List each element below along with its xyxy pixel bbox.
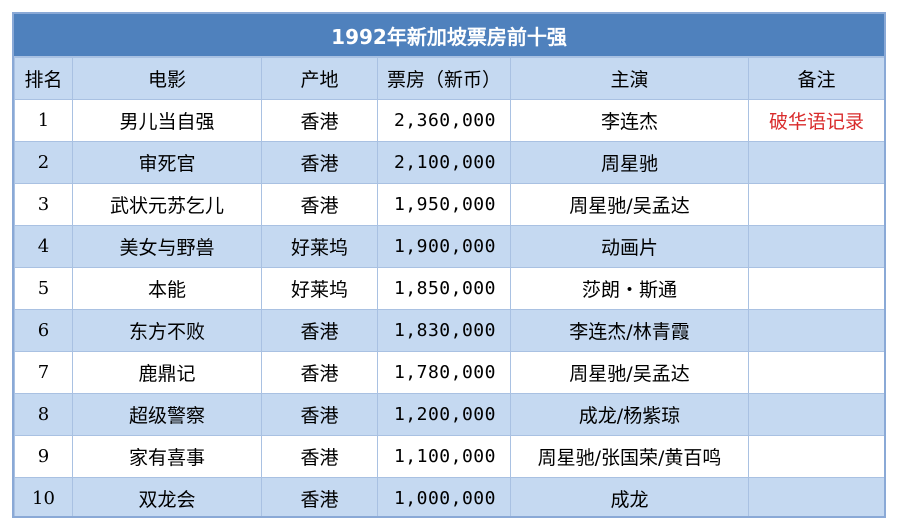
table-row: 6 东方不败 香港 1,830,000 李连杰/林青霞 <box>14 309 884 352</box>
cell-remark <box>748 477 884 516</box>
cell-rank: 8 <box>14 393 73 436</box>
cell-rank: 2 <box>14 141 73 184</box>
cell-rank: 3 <box>14 183 73 226</box>
cell-remark <box>748 183 884 226</box>
cell-origin: 香港 <box>261 141 378 184</box>
cell-remark <box>748 141 884 184</box>
cell-film: 超级警察 <box>72 393 262 436</box>
cell-film: 美女与野兽 <box>72 225 262 268</box>
header-box-office: 票房（新币） <box>377 57 511 100</box>
cell-rank: 1 <box>14 99 73 142</box>
table-row: 3 武状元苏乞儿 香港 1,950,000 周星驰/吴孟达 <box>14 183 884 226</box>
cell-cast: 动画片 <box>510 225 749 268</box>
cell-film: 双龙会 <box>72 477 262 516</box>
cell-box-office: 1,100,000 <box>377 435 511 478</box>
cell-box-office: 1,780,000 <box>377 351 511 394</box>
cell-box-office: 1,900,000 <box>377 225 511 268</box>
box-office-table-frame: 1992年新加坡票房前十强 排名 电影 产地 票房（新币） 主演 备注 1 男儿当… <box>12 12 886 518</box>
cell-origin: 香港 <box>261 435 378 478</box>
cell-cast: 李连杰/林青霞 <box>510 309 749 352</box>
header-rank: 排名 <box>14 57 73 100</box>
cell-origin: 香港 <box>261 99 378 142</box>
cell-film: 鹿鼎记 <box>72 351 262 394</box>
table-row: 7 鹿鼎记 香港 1,780,000 周星驰/吴孟达 <box>14 351 884 394</box>
header-remark: 备注 <box>748 57 884 100</box>
cell-cast: 周星驰/吴孟达 <box>510 183 749 226</box>
cell-rank: 9 <box>14 435 73 478</box>
cell-box-office: 1,200,000 <box>377 393 511 436</box>
cell-film: 家有喜事 <box>72 435 262 478</box>
cell-origin: 香港 <box>261 309 378 352</box>
cell-box-office: 1,000,000 <box>377 477 511 516</box>
table-row: 2 审死官 香港 2,100,000 周星驰 <box>14 141 884 184</box>
cell-film: 武状元苏乞儿 <box>72 183 262 226</box>
cell-film: 男儿当自强 <box>72 99 262 142</box>
cell-cast: 成龙 <box>510 477 749 516</box>
cell-box-office: 2,100,000 <box>377 141 511 184</box>
cell-origin: 香港 <box>261 183 378 226</box>
cell-origin: 好莱坞 <box>261 267 378 310</box>
cell-origin: 香港 <box>261 351 378 394</box>
header-film: 电影 <box>72 57 262 100</box>
cell-remark <box>748 393 884 436</box>
table-row: 8 超级警察 香港 1,200,000 成龙/杨紫琼 <box>14 393 884 436</box>
table-row: 1 男儿当自强 香港 2,360,000 李连杰 破华语记录 <box>14 99 884 142</box>
cell-cast: 周星驰/张国荣/黄百鸣 <box>510 435 749 478</box>
cell-rank: 10 <box>14 477 73 516</box>
table-title: 1992年新加坡票房前十强 <box>14 14 884 57</box>
table-row: 9 家有喜事 香港 1,100,000 周星驰/张国荣/黄百鸣 <box>14 435 884 478</box>
cell-origin: 香港 <box>261 393 378 436</box>
cell-rank: 7 <box>14 351 73 394</box>
cell-cast: 莎朗・斯通 <box>510 267 749 310</box>
cell-box-office: 1,830,000 <box>377 309 511 352</box>
table-body: 1 男儿当自强 香港 2,360,000 李连杰 破华语记录 2 审死官 香港 2,100,000… <box>14 99 884 516</box>
header-row: 排名 电影 产地 票房（新币） 主演 备注 <box>14 57 884 100</box>
cell-film: 审死官 <box>72 141 262 184</box>
cell-rank: 4 <box>14 225 73 268</box>
header-cast: 主演 <box>510 57 749 100</box>
cell-cast: 成龙/杨紫琼 <box>510 393 749 436</box>
cell-remark <box>748 309 884 352</box>
table-row: 10 双龙会 香港 1,000,000 成龙 <box>14 477 884 516</box>
table-row: 5 本能 好莱坞 1,850,000 莎朗・斯通 <box>14 267 884 310</box>
cell-box-office: 2,360,000 <box>377 99 511 142</box>
cell-cast: 李连杰 <box>510 99 749 142</box>
cell-film: 本能 <box>72 267 262 310</box>
cell-film: 东方不败 <box>72 309 262 352</box>
header-origin: 产地 <box>261 57 378 100</box>
cell-origin: 好莱坞 <box>261 225 378 268</box>
cell-origin: 香港 <box>261 477 378 516</box>
box-office-table: 排名 电影 产地 票房（新币） 主演 备注 1 男儿当自强 香港 2,360,000 李… <box>14 57 884 516</box>
cell-cast: 周星驰/吴孟达 <box>510 351 749 394</box>
cell-box-office: 1,950,000 <box>377 183 511 226</box>
cell-remark <box>748 435 884 478</box>
cell-box-office: 1,850,000 <box>377 267 511 310</box>
cell-remark <box>748 267 884 310</box>
cell-cast: 周星驰 <box>510 141 749 184</box>
cell-remark <box>748 225 884 268</box>
cell-rank: 5 <box>14 267 73 310</box>
table-row: 4 美女与野兽 好莱坞 1,900,000 动画片 <box>14 225 884 268</box>
cell-rank: 6 <box>14 309 73 352</box>
cell-remark <box>748 351 884 394</box>
cell-remark: 破华语记录 <box>748 99 884 142</box>
